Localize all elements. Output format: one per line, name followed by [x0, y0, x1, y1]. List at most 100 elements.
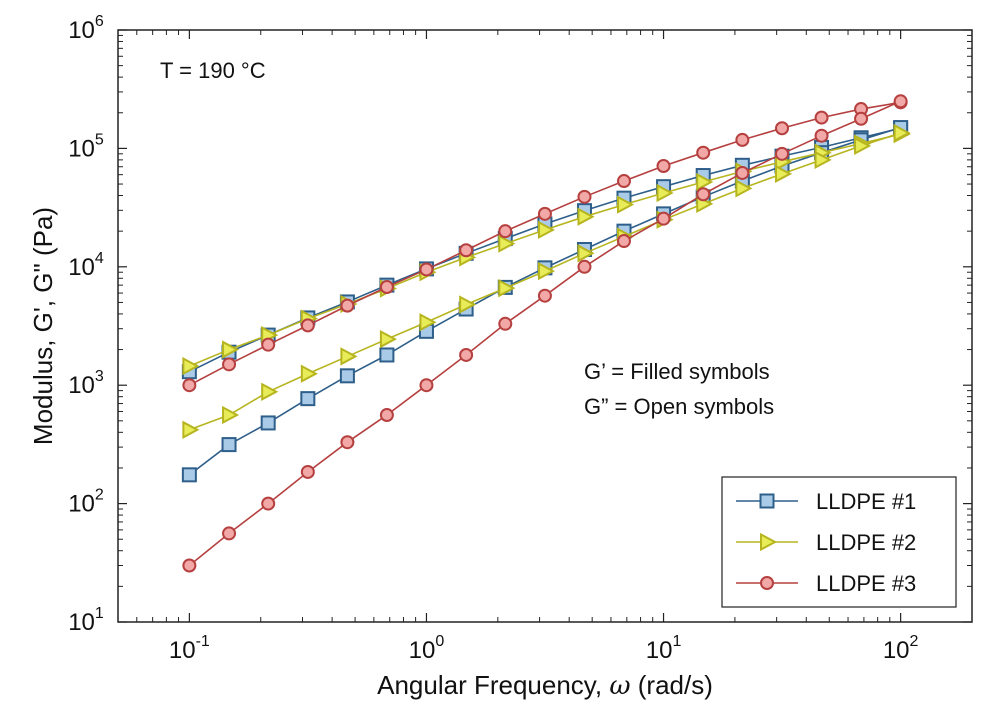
- g-prime-point: [577, 259, 592, 274]
- x-axis-title-suffix: (rad/s): [631, 670, 713, 700]
- y-axis-title: Modulus, G', G" (Pa): [28, 207, 58, 445]
- legend-label: LLDPE #2: [816, 530, 916, 555]
- legend-item: LLDPE #1: [736, 489, 916, 514]
- g-prime-point: [537, 288, 552, 303]
- plot-frame: [117, 29, 973, 623]
- g-prime-point: [181, 467, 197, 483]
- g-double-prime-point: [656, 159, 671, 174]
- g-double-prime-point: [261, 337, 276, 352]
- g-double-prime-point: [222, 340, 240, 359]
- g-prime-point: [459, 347, 474, 362]
- g-double-prime-point: [696, 145, 711, 160]
- g-prime-point: [300, 464, 315, 479]
- y-tick-label: 106: [68, 13, 104, 44]
- y-tick-label: 102: [68, 487, 104, 518]
- y-tick-label: 104: [68, 250, 104, 281]
- g-prime-point: [379, 347, 395, 363]
- g-double-prime-point: [577, 189, 592, 204]
- x-tick-label: 10-1: [169, 633, 210, 664]
- g-prime-point: [696, 187, 711, 202]
- g-prime-point: [775, 164, 793, 183]
- tick-label-layer: 10-1 100 101 102 101 102 103 104 105 106: [68, 13, 918, 664]
- g-prime-point: [854, 111, 869, 126]
- legend-item: LLDPE #3: [736, 571, 916, 596]
- legend-marker: [759, 493, 775, 509]
- legend-item: LLDPE #2: [736, 530, 916, 555]
- g-prime-point: [300, 391, 316, 407]
- x-axis-title-symbol: ω: [609, 671, 630, 701]
- legend-label: LLDPE #3: [816, 571, 916, 596]
- g-double-prime-point: [775, 121, 790, 136]
- g-double-prime-point: [616, 174, 631, 189]
- g-prime-point: [379, 408, 394, 423]
- legend-label: LLDPE #1: [816, 489, 916, 514]
- g-double-prime-point: [459, 243, 474, 258]
- legend: LLDPE #1 LLDPE #2 LLDPE #3: [721, 476, 957, 608]
- g-prime-point: [537, 261, 556, 281]
- g-prime-point: [340, 347, 358, 366]
- x-tick-label: 102: [883, 633, 919, 664]
- x-axis-title: Angular Frequency, ω (rad/s): [377, 670, 713, 701]
- x-tick-label: 100: [409, 633, 445, 664]
- series-layer: [181, 94, 911, 573]
- g-prime-point: [261, 382, 279, 401]
- open-symbols-note: G” = Open symbols: [584, 394, 774, 419]
- x-tick-label: 101: [646, 633, 682, 664]
- filled-symbols-note: G’ = Filled symbols: [584, 359, 770, 384]
- g-prime-point: [656, 211, 671, 226]
- g-prime-point: [222, 526, 237, 541]
- g-double-prime-point: [735, 132, 750, 147]
- g-prime-point: [459, 295, 477, 314]
- g-prime-point: [379, 329, 398, 349]
- g-double-prime-point: [537, 206, 552, 221]
- series-3: [182, 94, 908, 573]
- g-prime-point: [261, 496, 276, 511]
- g-prime-point: [221, 437, 237, 453]
- g-double-prime-point: [222, 357, 237, 372]
- g-double-prime-point: [379, 280, 394, 295]
- g-double-prime-point: [696, 172, 714, 192]
- g-prime-point: [498, 278, 516, 298]
- g-prime-point: [419, 313, 437, 332]
- g-double-prime-point: [498, 234, 516, 253]
- g-prime-point: [339, 368, 355, 384]
- g-double-prime-point: [656, 183, 674, 203]
- g-double-prime-point: [340, 298, 355, 313]
- g-prime-point: [893, 94, 908, 109]
- g-double-prime-point: [814, 110, 829, 125]
- g-prime-point: [814, 128, 829, 143]
- g-double-prime-point: [498, 224, 513, 239]
- g-prime-point: [300, 364, 318, 383]
- g-prime-point: [616, 234, 631, 249]
- y-tick-label: 105: [68, 131, 104, 162]
- g-double-prime-point: [419, 262, 434, 277]
- g-double-prime-point: [537, 220, 556, 240]
- g-double-prime-point: [300, 318, 315, 333]
- y-tick-label: 101: [68, 605, 104, 636]
- tick-layer: [118, 29, 972, 623]
- temperature-annotation: T = 190 °C: [160, 58, 266, 83]
- g-prime-point: [419, 378, 434, 393]
- g-double-prime-point: [616, 195, 635, 214]
- x-axis-title-prefix: Angular Frequency,: [377, 670, 609, 700]
- g-double-prime-point: [182, 378, 197, 393]
- legend-marker: [760, 532, 778, 552]
- g-prime-point: [814, 150, 832, 170]
- g-double-prime-point: [182, 356, 200, 376]
- g-double-prime-point: [577, 207, 595, 226]
- g-prime-point: [735, 179, 753, 198]
- y-tick-label: 103: [68, 368, 104, 399]
- g-prime-point: [854, 136, 872, 156]
- g-prime-point: [893, 123, 911, 143]
- g-prime-point: [222, 405, 240, 425]
- g-prime-point: [735, 165, 750, 180]
- g-prime-point: [260, 415, 276, 431]
- g-prime-point: [182, 420, 200, 439]
- g-prime-point: [577, 244, 595, 263]
- g-prime-point: [182, 558, 197, 573]
- legend-marker: [760, 576, 774, 590]
- g-prime-point: [340, 435, 355, 450]
- g-prime-point: [498, 316, 513, 331]
- g-prime-point: [775, 146, 790, 161]
